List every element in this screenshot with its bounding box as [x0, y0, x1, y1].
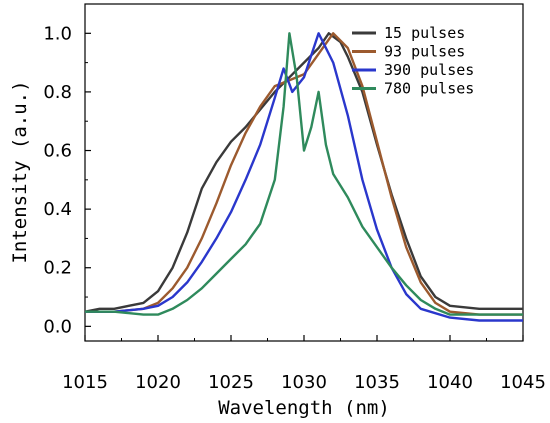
y-tick-label: 0.6	[43, 141, 72, 162]
legend-label: 390 pulses	[384, 61, 474, 79]
x-tick-label: 1025	[208, 372, 254, 393]
y-tick-label: 0.8	[43, 82, 72, 103]
y-tick-label: 0.0	[43, 316, 72, 337]
series-line	[84, 32, 523, 313]
legend-label: 93 pulses	[384, 43, 465, 61]
legend-label: 15 pulses	[384, 24, 465, 42]
series-line	[85, 32, 523, 316]
y-axis: 0.0 0.2 0.4 0.6 0.8 1.0	[43, 23, 91, 337]
x-tick-label: 1040	[427, 372, 473, 393]
x-axis-title: Wavelength (nm)	[218, 397, 390, 419]
y-axis-title: Intensity (a.u.)	[9, 80, 31, 263]
x-tick-label: 1015	[62, 372, 108, 393]
x-tick-label: 1020	[135, 372, 181, 393]
y-tick-label: 1.0	[43, 23, 72, 44]
legend-label: 780 pulses	[384, 80, 474, 98]
series-line	[85, 32, 523, 322]
y-tick-label: 0.4	[43, 199, 72, 220]
y-tick-label: 0.2	[43, 258, 72, 279]
x-tick-label: 1035	[354, 372, 400, 393]
x-tick-label: 1045	[500, 372, 546, 393]
x-axis: 1015 1020 1025 1030 1035 1040 1045	[62, 335, 546, 393]
series-layer	[84, 32, 523, 322]
x-tick-label: 1030	[281, 372, 327, 393]
